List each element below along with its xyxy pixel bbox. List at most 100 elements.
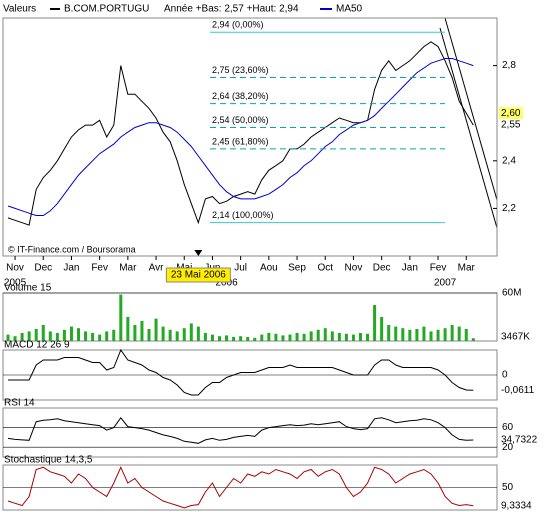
- volume-bar: [408, 329, 412, 341]
- x-tick-label: Avr: [149, 263, 164, 274]
- volume-bar: [471, 338, 475, 341]
- x-tick-label: Mar: [119, 263, 137, 274]
- series-line: [7, 416, 474, 444]
- volume-bar: [20, 333, 24, 341]
- y-tick-label: 60: [502, 422, 514, 433]
- highlight-pointer: [194, 250, 203, 256]
- y-tick-label: 60M: [502, 288, 521, 299]
- last-value-label: 3467K: [501, 332, 530, 343]
- volume-bar: [48, 331, 52, 341]
- volume-bar: [161, 326, 165, 341]
- highlight-label: 23 Mai 2006: [171, 270, 226, 281]
- fibonacci-label: 2,64 (38,20%): [212, 91, 269, 101]
- price-marker-label: 2,60: [501, 108, 521, 119]
- volume-bar: [267, 333, 271, 341]
- volume-bar: [373, 305, 377, 341]
- volume-bar: [55, 333, 59, 341]
- volume-bar: [147, 329, 151, 341]
- volume-bar: [77, 328, 80, 341]
- header: Valeurs: [3, 4, 36, 15]
- fibonacci-label: 2,45 (61,80%): [212, 136, 269, 146]
- y-tick-label: 50: [502, 482, 514, 493]
- fibonacci-label: 2,75 (23,60%): [212, 65, 269, 75]
- volume-bar: [168, 329, 172, 341]
- fibonacci-label: 2,54 (50,00%): [212, 115, 269, 125]
- volume-bar: [232, 337, 236, 341]
- panel-frame: [2, 17, 498, 257]
- volume-bar: [218, 336, 221, 341]
- volume-bar: [380, 317, 384, 341]
- volume-bar: [69, 326, 73, 341]
- legend-label: B.COM.PORTUGU: [64, 4, 149, 15]
- volume-bar: [126, 317, 130, 341]
- x-tick-label: Nov: [345, 263, 363, 274]
- volume-bar: [62, 329, 66, 341]
- volume-bar: [295, 333, 299, 341]
- volume-bar: [274, 333, 278, 341]
- volume-bar: [27, 331, 31, 341]
- volume-bar: [189, 323, 193, 341]
- volume-bar: [239, 336, 243, 341]
- volume-bar: [13, 336, 17, 341]
- volume-bar: [84, 331, 88, 341]
- volume-bar: [260, 334, 264, 341]
- volume-bar: [288, 334, 292, 341]
- volume-bar: [450, 325, 454, 341]
- y-tick-label: 2,2: [502, 203, 516, 214]
- year-label: 2007: [434, 278, 457, 289]
- legend-label: MA50: [336, 4, 363, 15]
- panel-title: Volume 15: [4, 283, 52, 294]
- series-line: [8, 348, 474, 396]
- series-line: [7, 58, 474, 216]
- volume-bar: [41, 325, 45, 341]
- volume-bar: [394, 326, 398, 341]
- panel-title: RSI 14: [4, 398, 35, 409]
- volume-bar: [34, 329, 38, 341]
- volume-bar: [387, 325, 391, 341]
- trend-line: [444, 17, 498, 201]
- fibonacci-label: 2,94 (0,00%): [212, 20, 264, 30]
- x-tick-label: Sep: [288, 263, 306, 274]
- volume-bar: [196, 326, 200, 341]
- volume-bar: [133, 325, 137, 341]
- x-tick-label: Dec: [34, 263, 52, 274]
- volume-bar: [309, 331, 313, 341]
- panel-title: MACD 12 26 9: [4, 340, 70, 351]
- x-tick-label: Mar: [458, 263, 476, 274]
- panel-title: Stochastique 14,3,5: [4, 455, 93, 466]
- last-value-label: -0,0611: [501, 385, 535, 396]
- x-tick-label: Dec: [373, 263, 391, 274]
- last-value-label: 34,7322: [501, 435, 538, 446]
- volume-bar: [225, 335, 229, 341]
- year-label: 2005: [4, 278, 27, 289]
- series-line: [7, 41, 474, 226]
- volume-bar: [6, 334, 10, 341]
- volume-bar: [91, 333, 95, 341]
- volume-bar: [330, 331, 334, 341]
- x-tick-label: Oct: [317, 263, 333, 274]
- volume-bar: [464, 329, 468, 341]
- x-tick-label: Aou: [260, 263, 278, 274]
- price-marker-box: [499, 107, 523, 120]
- x-tick-label: Jan: [63, 263, 79, 274]
- y-tick-label: 0: [502, 370, 508, 381]
- volume-bar: [105, 331, 109, 341]
- x-tick-label: Nov: [6, 263, 24, 274]
- last-value-label: 9,3334: [501, 500, 532, 511]
- year-label: 2006: [215, 278, 238, 289]
- volume-bar: [457, 326, 461, 341]
- volume-bar: [112, 329, 116, 341]
- volume-bar: [246, 337, 250, 341]
- volume-bar: [154, 318, 158, 341]
- volume-bar: [401, 328, 405, 341]
- volume-bar: [203, 333, 207, 341]
- price-marker-label: 2,55: [501, 120, 521, 131]
- y-tick-label: 20: [502, 442, 514, 453]
- volume-bar: [351, 334, 355, 341]
- volume-bar: [182, 328, 186, 341]
- volume-bar: [443, 328, 447, 341]
- series-line: [7, 466, 474, 509]
- y-tick-label: 2,8: [502, 60, 516, 71]
- x-tick-label: Jan: [402, 263, 418, 274]
